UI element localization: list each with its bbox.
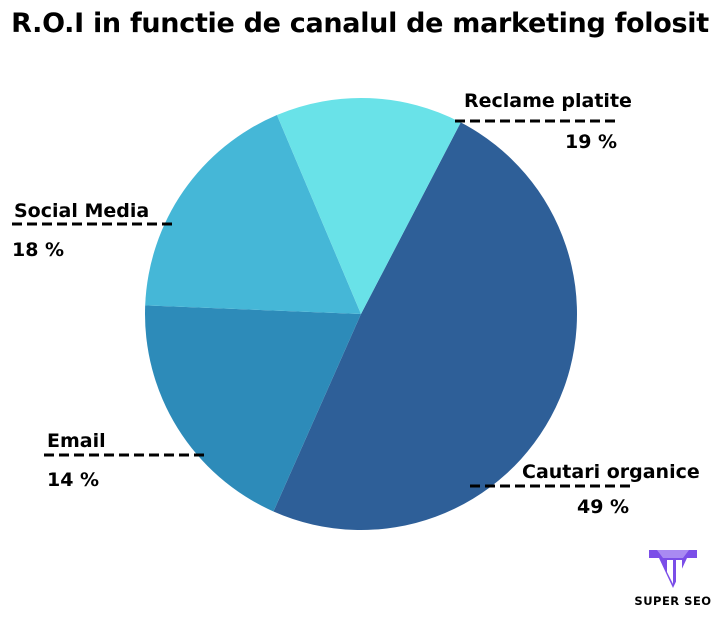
value-reclame-platite: 19 %: [565, 131, 618, 153]
label-social-media: Social Media: [14, 200, 150, 222]
brand: SUPER SEO: [630, 548, 716, 608]
pie-slice-email: [276, 98, 461, 315]
value-social-media: 18 %: [12, 239, 65, 261]
label-email: Email: [47, 430, 106, 452]
chart-title: R.O.I in functie de canalul de marketing…: [11, 8, 709, 39]
value-email: 14 %: [47, 469, 100, 491]
brand-name: SUPER SEO: [634, 594, 712, 608]
pie-slice-cautari-organice: [273, 122, 578, 531]
label-reclame-platite: Reclame platite: [464, 90, 632, 112]
value-cautari-organice: 49 %: [577, 496, 630, 518]
pie-slice-reclame-platite: [145, 305, 361, 512]
diamond-logo-icon: [649, 550, 697, 588]
pie-slice-social-media: [145, 115, 361, 314]
label-cautari-organice: Cautari organice: [522, 461, 700, 483]
